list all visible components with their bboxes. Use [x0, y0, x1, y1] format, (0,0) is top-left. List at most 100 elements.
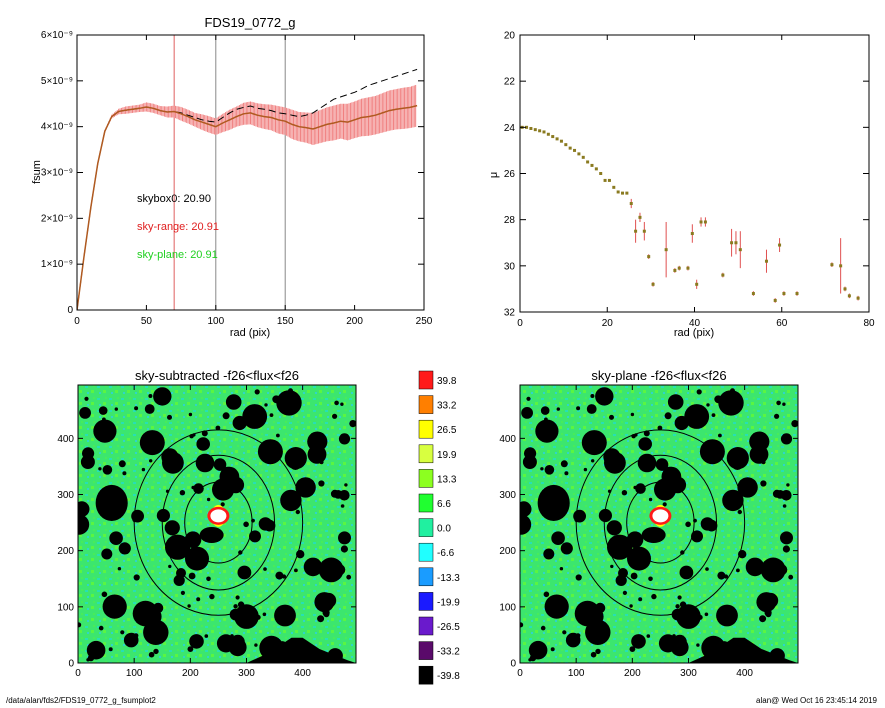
- mask-blob: [520, 622, 524, 628]
- mask-blob: [717, 571, 726, 580]
- mu-point: [686, 266, 690, 270]
- colorbar-swatch: [418, 641, 434, 660]
- image-x-tick-label: 200: [182, 668, 199, 679]
- mask-blob: [607, 534, 633, 560]
- mask-blob: [262, 612, 267, 617]
- mu-point: [690, 232, 694, 236]
- mask-blob: [114, 407, 119, 411]
- image-x-tick-label: 100: [126, 668, 143, 679]
- mu-point: [616, 190, 620, 194]
- mu-point: [586, 160, 590, 164]
- mu-point: [795, 292, 799, 296]
- mask-blob: [661, 466, 682, 487]
- mask-blob: [595, 648, 601, 655]
- mu-point: [699, 220, 703, 224]
- mu-y-tick-label: 20: [504, 31, 516, 42]
- mask-blob: [78, 501, 90, 517]
- colorbar-label: 26.5: [437, 425, 457, 436]
- mask-blob: [576, 406, 581, 411]
- mask-blob: [655, 458, 669, 471]
- mask-blob: [295, 509, 300, 515]
- mask-blob: [196, 437, 210, 451]
- image-x-tick-label: 400: [736, 668, 753, 679]
- mask-blob: [535, 419, 559, 443]
- mu-point: [778, 243, 782, 247]
- mu-point: [559, 139, 563, 143]
- fsum-y-tick-label: 2×10⁻⁹: [41, 213, 73, 224]
- mask-blob: [788, 574, 794, 580]
- colorbar-swatch: [418, 419, 434, 439]
- galaxy-core: [652, 509, 669, 523]
- mask-blob: [132, 517, 137, 523]
- footer-stamp: alan@ Wed Oct 16 23:45:14 2019: [756, 696, 877, 705]
- mask-blob: [540, 625, 546, 631]
- mask-blob: [630, 412, 635, 417]
- colorbar-label: 33.2: [437, 401, 457, 412]
- mask-blob: [334, 564, 346, 576]
- footer-path: /data/alan/fds2/FDS19_0772_g_fsumplot2: [6, 696, 156, 705]
- fsum-x-tick-label: 50: [141, 316, 153, 327]
- mask-blob: [718, 433, 722, 438]
- fsum-x-tick-label: 100: [207, 316, 224, 327]
- fsum-x-label: rad (pix): [230, 327, 270, 339]
- fsum-x-tick-label: 150: [277, 316, 294, 327]
- mask-blob: [604, 451, 626, 474]
- mask-blob: [590, 394, 595, 398]
- mask-blob: [575, 633, 581, 638]
- mask-blob: [560, 460, 568, 468]
- mu-point: [782, 292, 786, 296]
- mask-blob: [786, 483, 790, 487]
- fsum-x-tick-label: 0: [74, 316, 80, 327]
- mask-blob: [118, 460, 126, 468]
- fsum-y-label: fsum: [31, 160, 43, 184]
- image-x-tick-label: 400: [294, 668, 311, 679]
- mu-point: [695, 282, 699, 286]
- mask-blob: [338, 433, 351, 445]
- image-y-tick-label: 0: [510, 659, 516, 670]
- mask-blob: [254, 643, 258, 647]
- mask-blob: [667, 394, 684, 410]
- mu-point: [773, 298, 777, 302]
- mu-y-tick-label: 26: [504, 169, 516, 180]
- mask-blob: [101, 548, 113, 560]
- colorbar-swatch: [418, 469, 434, 488]
- mask-blob: [340, 504, 345, 508]
- sky-plane-title: sky-plane -f26<flux<f26: [591, 368, 726, 383]
- mu-point: [621, 191, 625, 195]
- mask-blob: [281, 574, 287, 579]
- mask-blob: [774, 650, 780, 656]
- mask-blob: [697, 614, 703, 620]
- mask-blob: [199, 526, 224, 543]
- mask-blob: [745, 557, 765, 577]
- mask-blob: [564, 471, 569, 476]
- mu-point: [538, 129, 542, 133]
- mu-panel: 0 20 40 60 80 20 22 24 26 28 30 32 rad (pix) μ: [488, 31, 875, 340]
- colorbar-label: -26.5: [437, 622, 460, 633]
- mask-blob: [664, 412, 672, 420]
- mask-blob: [586, 404, 597, 414]
- mask-blob: [520, 501, 532, 517]
- mask-blob: [551, 531, 565, 545]
- mu-point: [847, 294, 851, 298]
- mask-blob: [684, 404, 710, 429]
- mask-blob: [621, 490, 628, 496]
- mu-point: [568, 146, 572, 150]
- mask-blob: [213, 458, 227, 471]
- mask-blob: [629, 604, 633, 608]
- mask-blob: [574, 517, 579, 523]
- mu-point: [612, 185, 616, 189]
- mask-blob: [610, 564, 614, 569]
- mask-blob: [658, 634, 678, 653]
- mask-blob: [246, 637, 356, 663]
- mask-blob: [591, 459, 595, 463]
- mask-blob: [521, 407, 533, 419]
- mu-point: [590, 163, 594, 167]
- image-x-tick-label: 300: [238, 668, 255, 679]
- mask-blob: [562, 630, 567, 635]
- mask-blob: [193, 483, 204, 494]
- fsum-panel: FDS19_0772_g 0 50 100 150 200 250 0 1×10⁻⁹ 2×10⁻…: [31, 15, 433, 339]
- mask-blob: [168, 564, 172, 569]
- mask-blob: [705, 519, 718, 532]
- colorbar-swatch: [418, 616, 434, 636]
- mask-blob: [346, 574, 352, 580]
